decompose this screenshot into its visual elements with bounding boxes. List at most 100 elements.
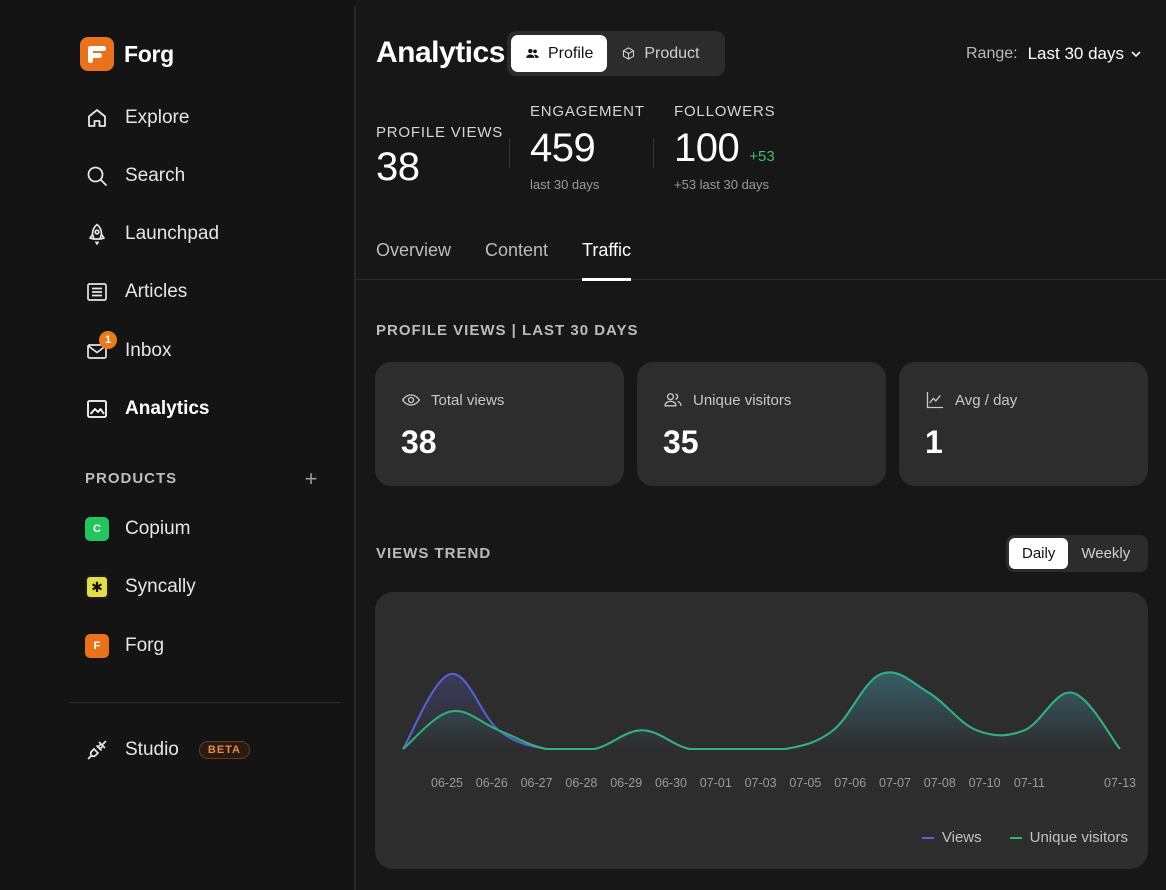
x-tick-label: 06-30 bbox=[655, 776, 687, 790]
users-icon bbox=[664, 393, 682, 407]
mail-icon: 1 bbox=[85, 331, 117, 363]
home-icon bbox=[85, 106, 109, 130]
x-tick-label: 07-13 bbox=[1104, 776, 1136, 790]
chart-legend: Views Unique visitors bbox=[894, 829, 1128, 846]
stat-value: 38 bbox=[376, 145, 420, 189]
x-tick-label: 06-26 bbox=[476, 776, 508, 790]
stat-divider bbox=[509, 138, 510, 168]
segment-label: Profile bbox=[548, 44, 594, 62]
stat-label: ENGAGEMENT bbox=[530, 103, 645, 120]
x-tick-label: 07-03 bbox=[745, 776, 777, 790]
card-label: Avg / day bbox=[955, 391, 1018, 409]
sidebar: Forg Explore Search Launchpad Articles 1… bbox=[0, 0, 355, 890]
copium-logo-icon: C bbox=[85, 517, 109, 541]
range-value: Last 30 days bbox=[1027, 44, 1124, 63]
tab-bar: Overview Content Traffic bbox=[356, 240, 1166, 281]
legend-swatch bbox=[921, 836, 934, 839]
stat-value: 459 bbox=[530, 126, 596, 170]
sidebar-item-studio[interactable]: Studio BETA bbox=[85, 735, 251, 765]
sidebar-item-label: Articles bbox=[125, 281, 188, 302]
brand-name: Forg bbox=[124, 40, 174, 67]
beta-badge: BETA bbox=[198, 741, 251, 759]
plug-icon bbox=[85, 738, 109, 762]
sidebar-item-explore[interactable]: Explore bbox=[85, 103, 189, 133]
sidebar-item-search[interactable]: Search bbox=[85, 161, 185, 191]
segment-profile[interactable]: Profile bbox=[511, 35, 608, 72]
legend-label: Views bbox=[941, 829, 982, 846]
box-icon bbox=[623, 47, 635, 60]
card-unique-visitors: Unique visitors 35 bbox=[637, 362, 886, 486]
chevron-down-icon bbox=[1131, 51, 1141, 58]
product-item-syncally[interactable]: ✱ Syncally bbox=[85, 572, 196, 602]
daily-weekly-toggle: Daily Weekly bbox=[1006, 535, 1148, 572]
syncally-logo-icon: ✱ bbox=[85, 575, 109, 599]
card-avg-per-day: Avg / day 1 bbox=[899, 362, 1148, 486]
stat-value: 100 bbox=[674, 126, 740, 170]
sidebar-item-label: Inbox bbox=[125, 340, 172, 361]
product-item-copium[interactable]: C Copium bbox=[85, 514, 190, 544]
views-trend-chart: 06-25 06-26 06-27 06-28 06-29 06-30 07-01 07-03… bbox=[375, 592, 1148, 869]
x-tick-label: 06-29 bbox=[610, 776, 642, 790]
rocket-icon bbox=[85, 222, 109, 246]
products-section-title: PRODUCTS bbox=[85, 470, 178, 487]
tab-content[interactable]: Content bbox=[485, 240, 549, 260]
card-label-row: Total views bbox=[401, 390, 504, 410]
sidebar-item-launchpad[interactable]: Launchpad bbox=[85, 219, 219, 249]
toggle-weekly[interactable]: Weekly bbox=[1081, 545, 1131, 562]
sidebar-divider bbox=[70, 702, 340, 703]
sidebar-item-articles[interactable]: Articles bbox=[85, 277, 187, 307]
views-trend-title: VIEWS TREND bbox=[376, 545, 492, 562]
legend-swatch bbox=[1009, 836, 1022, 839]
eye-icon bbox=[401, 394, 421, 406]
card-value: 38 bbox=[401, 424, 437, 460]
tab-traffic[interactable]: Traffic bbox=[582, 240, 632, 281]
sidebar-item-inbox[interactable]: 1 Inbox bbox=[85, 331, 172, 366]
toggle-daily[interactable]: Daily bbox=[1009, 538, 1069, 569]
main-content: Analytics Profile Product Range: Last 30… bbox=[356, 0, 1166, 890]
card-value: 35 bbox=[663, 424, 699, 460]
stat-engagement: ENGAGEMENT 459 last 30 days bbox=[530, 103, 645, 192]
x-tick-label: 07-05 bbox=[789, 776, 821, 790]
sidebar-item-label: Search bbox=[125, 165, 186, 186]
series-area-unique-visitors bbox=[403, 672, 1120, 749]
tab-overview[interactable]: Overview bbox=[376, 240, 452, 260]
x-tick-label: 06-25 bbox=[431, 776, 463, 790]
legend-item-views: Views bbox=[921, 829, 982, 846]
line-chart-icon bbox=[926, 391, 944, 409]
x-tick-label: 07-07 bbox=[879, 776, 911, 790]
profile-views-section-title: PROFILE VIEWS | LAST 30 DAYS bbox=[376, 322, 639, 339]
card-total-views: Total views 38 bbox=[375, 362, 624, 486]
brand[interactable]: Forg bbox=[80, 37, 174, 71]
sidebar-border bbox=[354, 6, 356, 890]
sidebar-item-label: Launchpad bbox=[125, 223, 220, 244]
card-label-row: Avg / day bbox=[925, 390, 1017, 410]
stat-label: FOLLOWERS bbox=[674, 103, 776, 120]
product-item-label: Copium bbox=[125, 518, 191, 539]
product-item-label: Forg bbox=[125, 635, 165, 656]
x-tick-label: 07-08 bbox=[924, 776, 956, 790]
x-tick-label: 06-28 bbox=[565, 776, 597, 790]
inbox-count-badge: 1 bbox=[99, 331, 117, 349]
x-tick-label: 07-01 bbox=[700, 776, 732, 790]
stat-sub: last 30 days bbox=[530, 177, 600, 192]
card-label-row: Unique visitors bbox=[663, 390, 791, 410]
users-icon bbox=[526, 48, 539, 58]
product-item-label: Syncally bbox=[125, 576, 196, 597]
add-product-button[interactable]: + bbox=[304, 466, 318, 491]
segment-label: Product bbox=[644, 44, 700, 62]
segment-product[interactable]: Product bbox=[607, 35, 713, 72]
sidebar-item-analytics[interactable]: Analytics bbox=[85, 394, 209, 424]
product-item-forg[interactable]: F Forg bbox=[85, 631, 164, 661]
stat-sub: +53 last 30 days bbox=[674, 177, 770, 192]
range-selector[interactable]: Range: Last 30 days bbox=[966, 44, 1142, 64]
series-line-unique-visitors bbox=[402, 671, 1121, 750]
sidebar-item-label: Studio bbox=[125, 739, 179, 760]
search-icon bbox=[85, 164, 109, 188]
profile-product-switch: Profile Product bbox=[507, 31, 725, 76]
trend-chart-svg: 06-25 06-26 06-27 06-28 06-29 06-30 07-01 07-03… bbox=[402, 671, 1136, 790]
stat-label: PROFILE VIEWS bbox=[376, 124, 504, 141]
chart-image-icon bbox=[85, 397, 109, 421]
forg-product-logo-icon: F bbox=[85, 634, 109, 658]
followers-delta: +53 bbox=[749, 148, 775, 165]
page-title: Analytics bbox=[376, 36, 505, 69]
